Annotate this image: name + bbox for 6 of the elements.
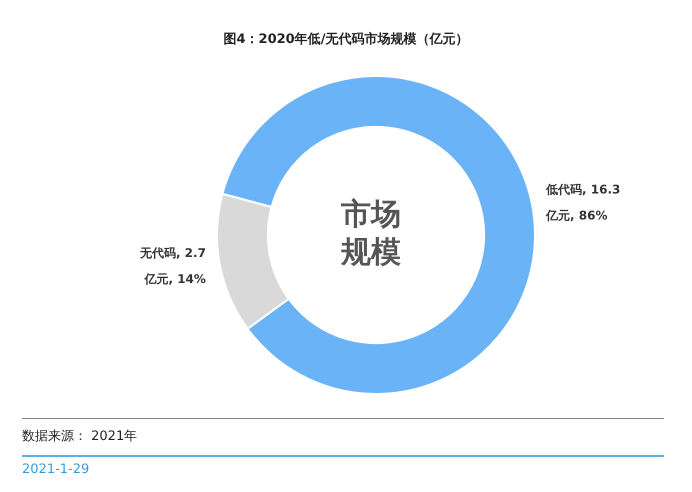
slice-label: 无代码, 2.7 亿元, 14%	[138, 246, 206, 286]
text: 2021-1-29	[22, 455, 664, 477]
text: 市场规模	[340, 196, 401, 270]
source-note: 数据来源： 2021年	[22, 418, 664, 445]
slice-label: 低代码, 16.3 亿元, 86%	[545, 182, 620, 222]
chart-title: 图4：2020年低/无代码市场规模（亿元）	[222, 30, 470, 48]
